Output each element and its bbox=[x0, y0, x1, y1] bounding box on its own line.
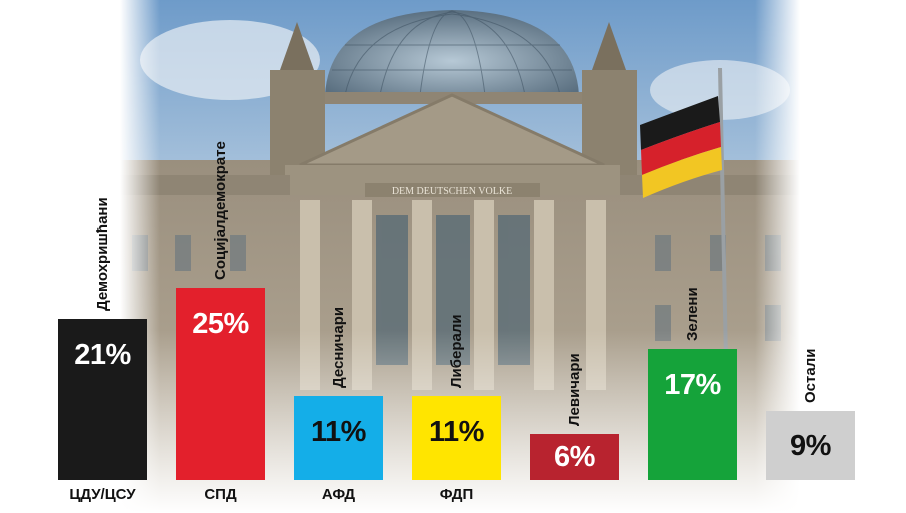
party-description-label: Остали bbox=[801, 348, 819, 403]
bar-1: 21% bbox=[58, 319, 147, 480]
bar-6: 17% bbox=[648, 349, 737, 480]
bar-5: 6% bbox=[530, 434, 619, 480]
party-description-label: Зелени bbox=[683, 287, 701, 341]
category-label: СПД bbox=[204, 486, 237, 503]
category-label: ФДП bbox=[439, 486, 474, 503]
bar-4: 11% bbox=[412, 396, 501, 480]
value-label: 11% bbox=[311, 416, 366, 448]
category-label: АФД bbox=[321, 486, 356, 503]
value-label: 25% bbox=[192, 308, 249, 340]
bar-2: 25% bbox=[176, 288, 265, 480]
value-label: 17% bbox=[664, 369, 721, 401]
value-label: 21% bbox=[74, 339, 131, 371]
category-label: ЦДУ/ЦСУ bbox=[69, 486, 136, 503]
svg-text:DEM DEUTSCHEN VOLKE: DEM DEUTSCHEN VOLKE bbox=[392, 186, 512, 197]
value-label: 9% bbox=[790, 429, 831, 462]
value-label: 11% bbox=[429, 416, 484, 448]
bar-3: 11% bbox=[294, 396, 383, 480]
party-description-label: Левичари bbox=[565, 353, 583, 426]
bar-7: 9% bbox=[766, 411, 855, 480]
party-description-label: Десничари bbox=[329, 306, 347, 388]
party-description-label: Либерали bbox=[447, 314, 465, 388]
value-label: 6% bbox=[554, 441, 595, 473]
party-description-label: Демохришћани bbox=[93, 197, 111, 311]
party-description-label: Социјалдемократе bbox=[211, 141, 229, 280]
